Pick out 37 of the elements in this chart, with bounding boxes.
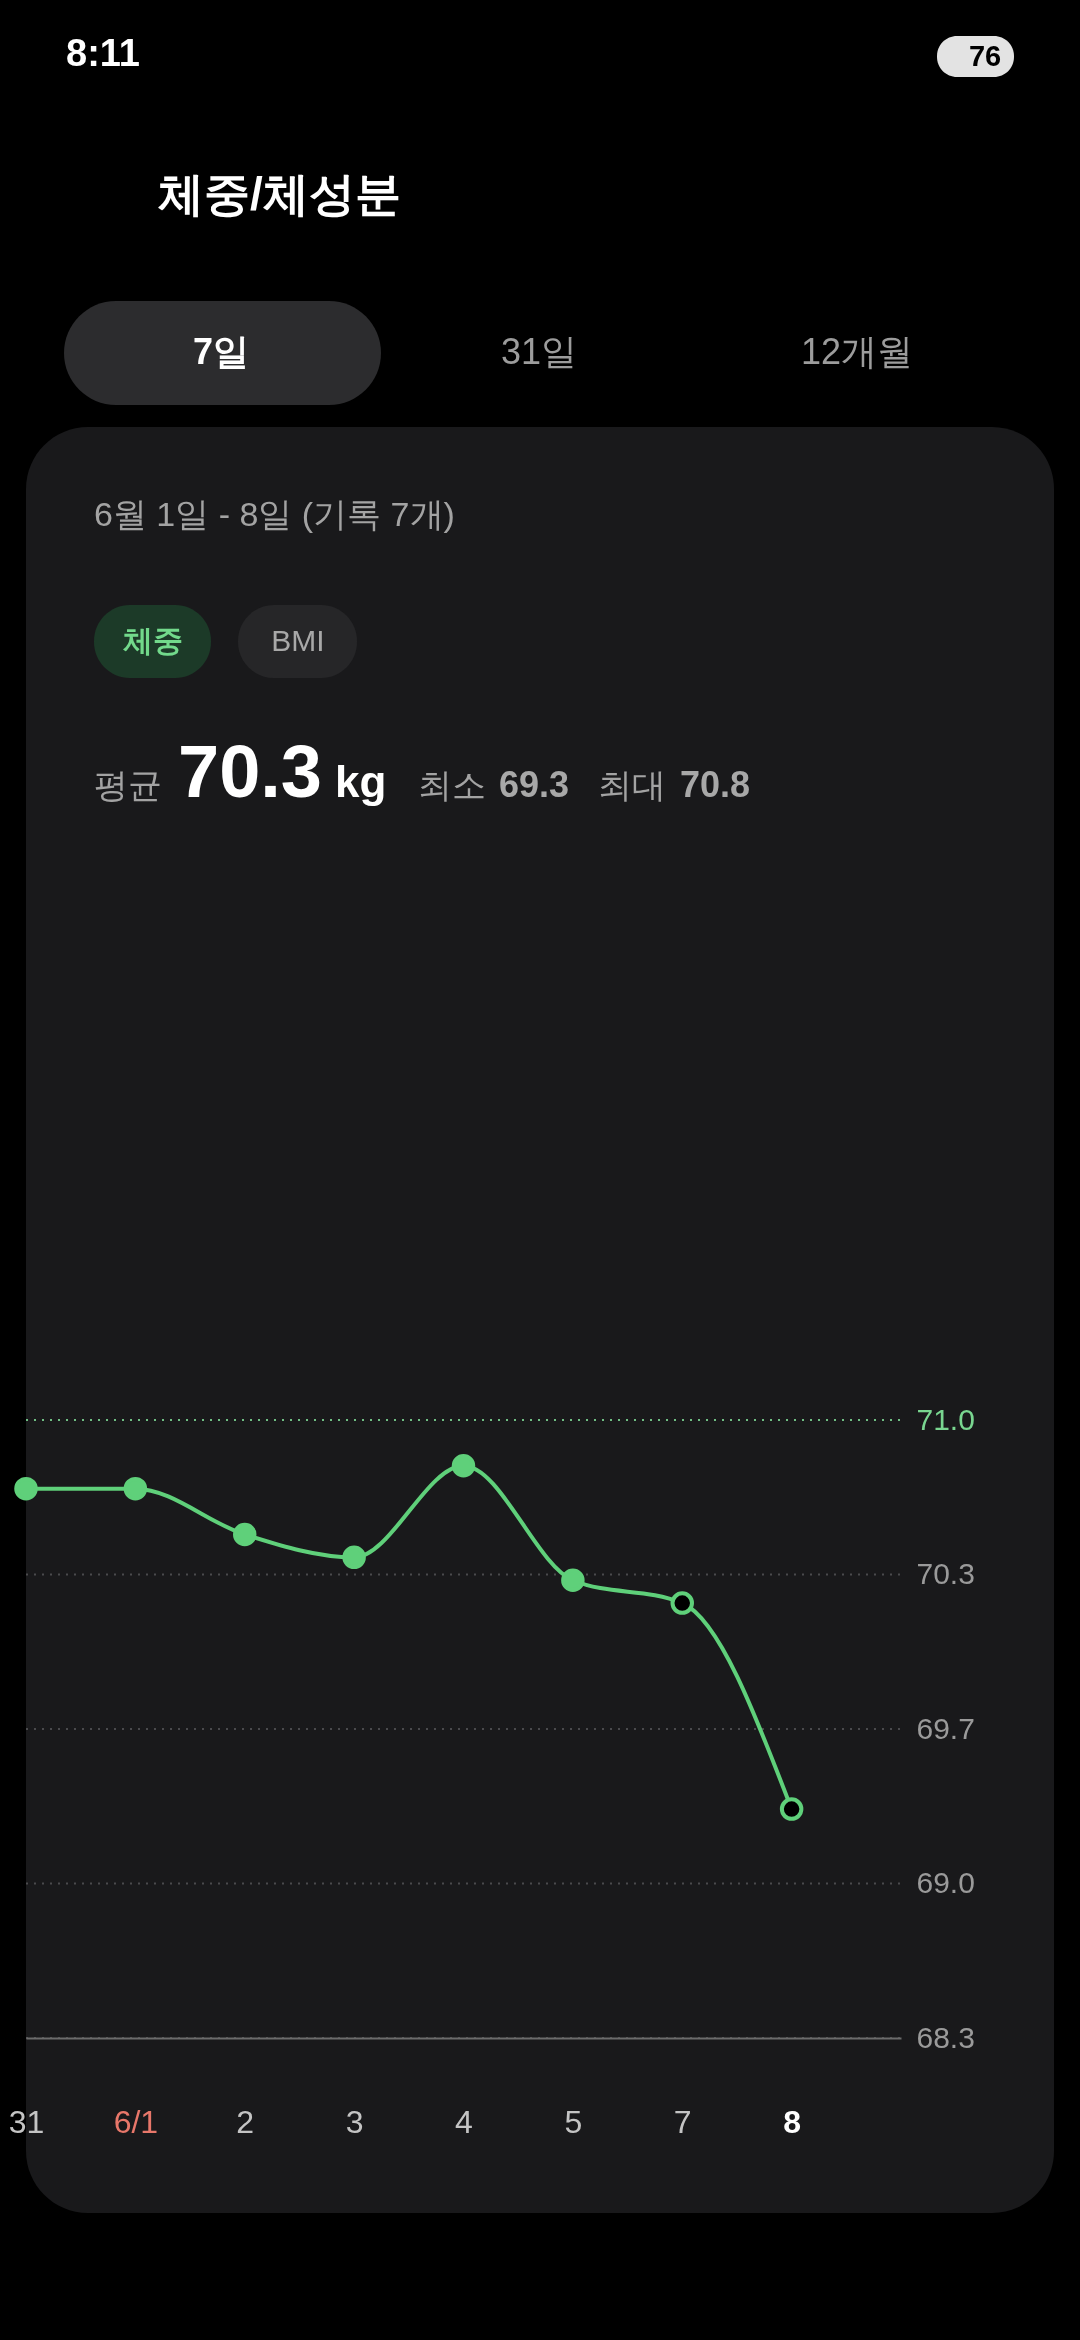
point	[670, 1591, 694, 1615]
point	[342, 1545, 366, 1570]
text: 8:11	[66, 32, 140, 74]
text: 76	[968, 40, 1002, 72]
point	[779, 1797, 804, 1821]
x-tick-label: 2	[236, 2103, 255, 2140]
text: kg	[335, 757, 387, 806]
chart-subtitle: 6월 1일 - 8일 (기록 7개)	[94, 495, 455, 533]
point	[233, 1522, 257, 1547]
text: 최대	[598, 766, 666, 804]
y-tick-label: 68.3	[916, 2020, 975, 2054]
x-tick-label: 5	[564, 2103, 583, 2140]
x-tick-label: 6/1	[113, 2103, 159, 2140]
point	[123, 1476, 148, 1501]
x-tick-label: 3	[345, 2103, 364, 2140]
y-tick-label: 71.0	[916, 1402, 975, 1436]
text: 70.8	[680, 764, 751, 805]
text: 평균	[94, 766, 162, 804]
chart-title: 체중/체성분	[158, 168, 401, 220]
y-tick-label: 70.3	[916, 1557, 975, 1590]
point	[561, 1568, 585, 1592]
point	[451, 1454, 476, 1478]
x-tick-label: 4	[455, 2103, 473, 2140]
point	[14, 1476, 38, 1501]
y-tick-label: 69.0	[916, 1866, 975, 1899]
x-tick-label: 8	[783, 2103, 802, 2140]
y-tick-label: 69.7	[916, 1711, 975, 1745]
text: 69.3	[499, 764, 570, 805]
text: 70.3	[178, 730, 323, 813]
text: 31일	[500, 331, 578, 372]
text: BMI	[271, 624, 325, 657]
x-tick-label: 7	[673, 2103, 692, 2140]
text: 7일	[192, 331, 250, 372]
text: 12개월	[800, 331, 914, 372]
text: 최소	[418, 766, 486, 804]
text: 체중	[123, 624, 183, 657]
x-tick-label: 31	[8, 2103, 45, 2140]
